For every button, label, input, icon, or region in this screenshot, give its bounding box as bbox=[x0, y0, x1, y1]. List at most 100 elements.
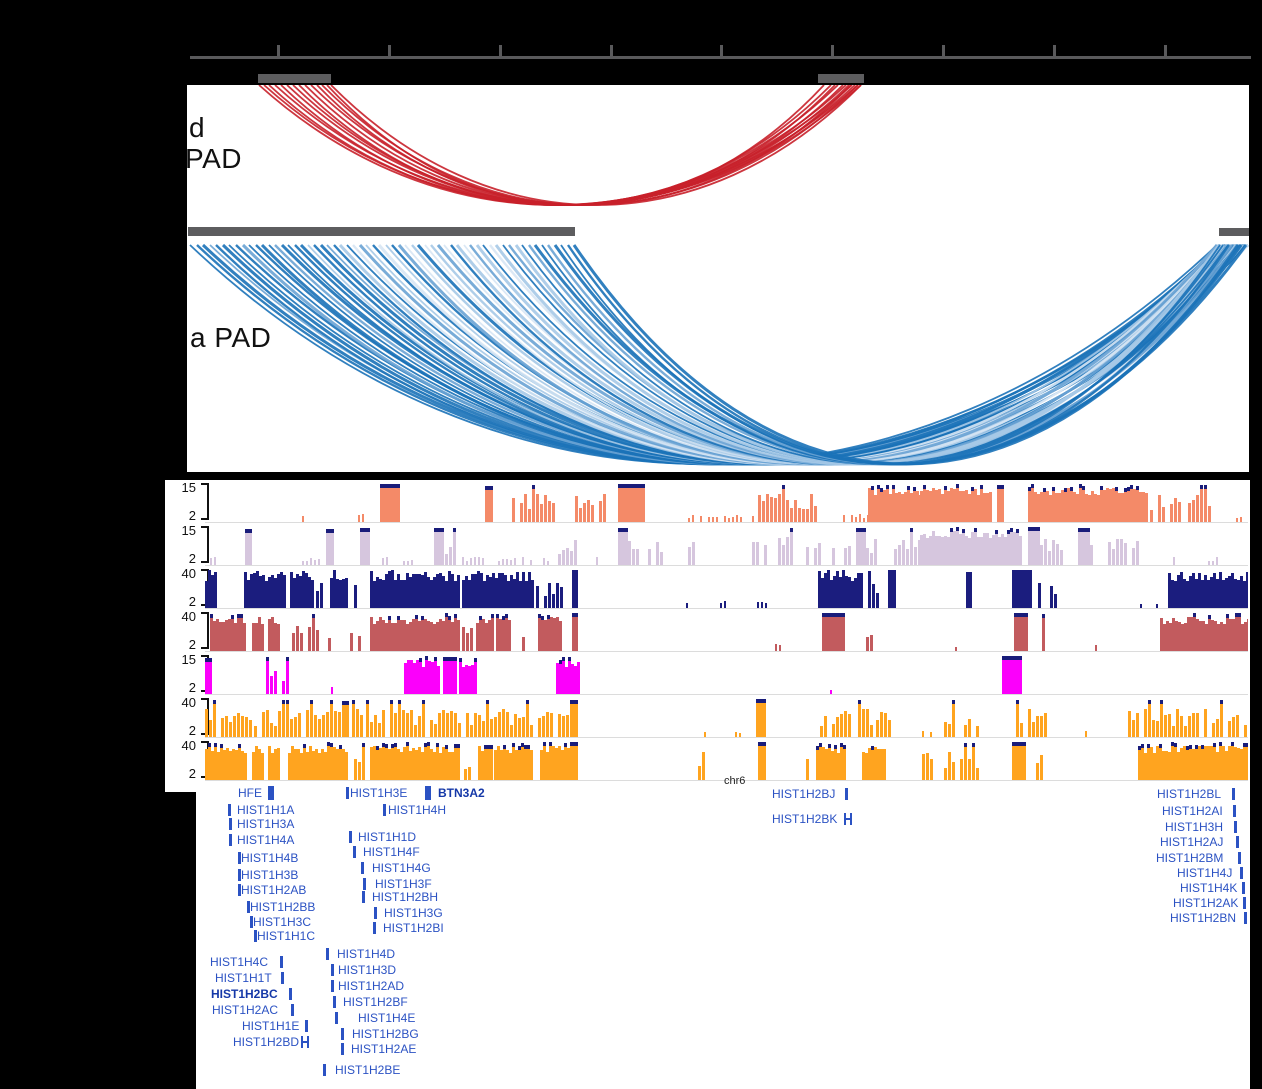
signal-bar bbox=[271, 753, 274, 780]
signal-bar-cap bbox=[618, 484, 645, 488]
signal-bar bbox=[822, 613, 845, 651]
signal-bar-cap bbox=[390, 700, 393, 704]
signal-bar bbox=[306, 752, 309, 780]
signal-bar bbox=[827, 570, 830, 608]
signal-bar bbox=[540, 504, 543, 522]
signal-bar bbox=[566, 548, 569, 565]
signal-bar-cap bbox=[327, 742, 330, 746]
signal-bar bbox=[453, 528, 456, 565]
signal-bar-cap bbox=[422, 700, 425, 704]
signal-bar bbox=[837, 753, 840, 780]
signal-bar bbox=[431, 662, 434, 694]
gene-label-hist1h4d: HIST1H4D bbox=[337, 947, 396, 961]
signal-bar bbox=[1012, 570, 1032, 608]
signal-bar bbox=[1168, 714, 1171, 737]
signal-bar bbox=[370, 617, 373, 651]
signal-bar bbox=[997, 485, 1004, 522]
signal-bar bbox=[1217, 624, 1220, 651]
signal-bar bbox=[806, 547, 809, 565]
signal-bar bbox=[992, 535, 995, 565]
signal-bar bbox=[415, 574, 418, 608]
signal-bar-cap bbox=[312, 614, 315, 618]
signal-bar-cap bbox=[822, 613, 845, 617]
signal-bar bbox=[1028, 527, 1040, 565]
gene-tick-bar bbox=[346, 787, 349, 799]
signal-bar bbox=[548, 501, 551, 522]
signal-bar-cap bbox=[538, 614, 541, 618]
signal-bar-cap bbox=[362, 743, 365, 747]
signal-bar bbox=[603, 494, 606, 522]
signal-bar bbox=[536, 586, 539, 608]
signal-bar bbox=[474, 658, 477, 694]
signal-bar bbox=[1192, 573, 1195, 608]
signal-bar bbox=[300, 753, 303, 780]
signal-bar bbox=[352, 700, 355, 737]
signal-bar bbox=[765, 603, 767, 608]
signal-bar bbox=[454, 581, 457, 608]
signal-bar bbox=[866, 637, 869, 651]
signal-bar bbox=[490, 745, 493, 780]
signal-bar bbox=[1139, 492, 1142, 522]
signal-bar bbox=[567, 748, 570, 780]
signal-bar bbox=[1142, 492, 1145, 522]
gene-label-hist1h2bn: HIST1H2BN bbox=[1170, 911, 1237, 925]
signal-bar bbox=[904, 492, 907, 522]
gene-label-hist1h2bd: HIST1H2BD bbox=[233, 1035, 300, 1049]
scale-bracket bbox=[201, 612, 209, 649]
signal-bar bbox=[874, 747, 877, 780]
signal-bar bbox=[403, 620, 406, 651]
signal-bar bbox=[509, 753, 512, 780]
signal-bar bbox=[1073, 492, 1076, 522]
signal-bar bbox=[225, 620, 228, 651]
signal-bar bbox=[1216, 719, 1219, 737]
gene-label-hist1h2bk: HIST1H2BK bbox=[772, 812, 838, 826]
signal-bar bbox=[822, 747, 825, 780]
signal-bar bbox=[518, 746, 521, 780]
signal-bar bbox=[1195, 745, 1198, 780]
signal-bar bbox=[442, 747, 445, 780]
signal-bar bbox=[290, 572, 293, 608]
signal-bar bbox=[457, 744, 460, 780]
gene-tick-bar bbox=[373, 922, 376, 934]
signal-bar-cap bbox=[995, 530, 998, 534]
signal-bar bbox=[449, 547, 452, 565]
signal-bar bbox=[345, 578, 348, 608]
signal-bar bbox=[1153, 753, 1156, 780]
signal-bar-cap bbox=[1147, 744, 1150, 748]
gene-tick-bar bbox=[362, 891, 365, 903]
signal-bar bbox=[214, 572, 217, 608]
signal-bar bbox=[848, 714, 851, 737]
signal-bar bbox=[316, 591, 319, 608]
signal-bar bbox=[471, 665, 474, 694]
signal-bar bbox=[314, 715, 317, 737]
signal-bar bbox=[832, 548, 835, 565]
signal-bar-cap bbox=[1235, 613, 1238, 617]
gene-label-hist1h2ad: HIST1H2AD bbox=[338, 979, 405, 993]
signal-bar bbox=[256, 571, 259, 608]
signal-bar-cap bbox=[1193, 613, 1196, 617]
arc-track-label-bottom: a PAD bbox=[190, 322, 272, 353]
red-arc bbox=[330, 85, 862, 206]
signal-bar bbox=[252, 623, 255, 651]
scale-min-label: 2 bbox=[188, 637, 196, 652]
signal-bar bbox=[1234, 579, 1237, 608]
signal-bar-cap bbox=[398, 700, 401, 704]
signal-bar bbox=[219, 622, 222, 651]
signal-bar bbox=[532, 485, 535, 522]
signal-bar bbox=[321, 749, 324, 780]
signal-bar bbox=[391, 744, 394, 780]
ruler-baseline bbox=[190, 56, 1251, 59]
signal-bar bbox=[548, 583, 551, 608]
signal-bar bbox=[470, 558, 472, 565]
signal-bar bbox=[712, 517, 714, 522]
signal-bar-cap bbox=[360, 528, 370, 532]
signal-bar bbox=[577, 662, 580, 694]
signal-bar-cap bbox=[474, 658, 477, 662]
scale-min-label: 2 bbox=[188, 594, 196, 609]
gene-label-hist1h2bb: HIST1H2BB bbox=[250, 900, 316, 914]
signal-bar-cap bbox=[1016, 700, 1019, 704]
signal-bar bbox=[1173, 557, 1175, 565]
signal-bar bbox=[1100, 486, 1103, 522]
signal-bar bbox=[964, 743, 967, 780]
signal-bar bbox=[1127, 487, 1130, 522]
